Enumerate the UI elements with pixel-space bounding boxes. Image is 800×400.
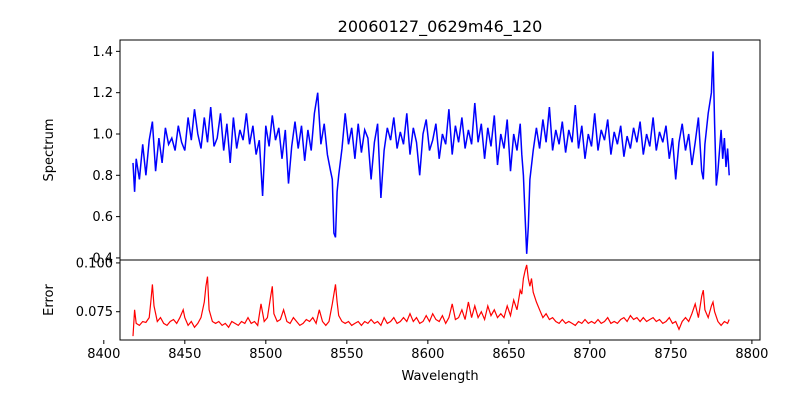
x-tick-label: 8500: [249, 347, 282, 362]
x-tick-label: 8600: [411, 347, 444, 362]
x-axis-ticks: 8400 8450 8500 8550 8600 8650 8700 8750 8800: [87, 340, 768, 362]
spectrum-y-tick-label: 1.4: [92, 45, 113, 60]
error-panel: 0.075 0.100 Error: [42, 256, 761, 341]
error-plot-frame: [119, 259, 761, 341]
x-tick-label: 8800: [735, 347, 768, 362]
chart-title: 20060127_0629m46_120: [338, 17, 543, 37]
x-tick-label: 8650: [492, 347, 525, 362]
spectrum-y-tick-label: 0.8: [92, 169, 113, 184]
spectrum-y-tick-label: 1.0: [92, 127, 113, 142]
spectrum-y-tick-label: 1.2: [92, 86, 113, 101]
spectrum-y-axis-label: Spectrum: [42, 119, 57, 182]
x-tick-label: 8400: [87, 347, 120, 362]
x-tick-label: 8550: [330, 347, 363, 362]
error-series-line: [132, 264, 730, 337]
spectrum-series-line: [132, 51, 730, 254]
error-y-tick-label: 0.100: [76, 256, 113, 271]
spectrum-y-tick-label: 0.6: [92, 210, 113, 225]
spectrum-panel: 0.4 0.6 0.8 1.0 1.2 1.4 Spectrum: [42, 39, 761, 266]
error-y-axis-label: Error: [42, 284, 57, 316]
x-tick-label: 8750: [654, 347, 687, 362]
x-axis-label: Wavelength: [401, 369, 478, 384]
x-tick-label: 8450: [168, 347, 201, 362]
x-tick-label: 8700: [573, 347, 606, 362]
spectrum-y-tick-label: 0.4: [92, 251, 113, 266]
error-y-ticks: 0.075 0.100: [76, 256, 120, 320]
error-y-tick-label: 0.075: [76, 305, 113, 320]
spectrum-y-ticks: 0.4 0.6 0.8 1.0 1.2 1.4: [92, 45, 120, 266]
